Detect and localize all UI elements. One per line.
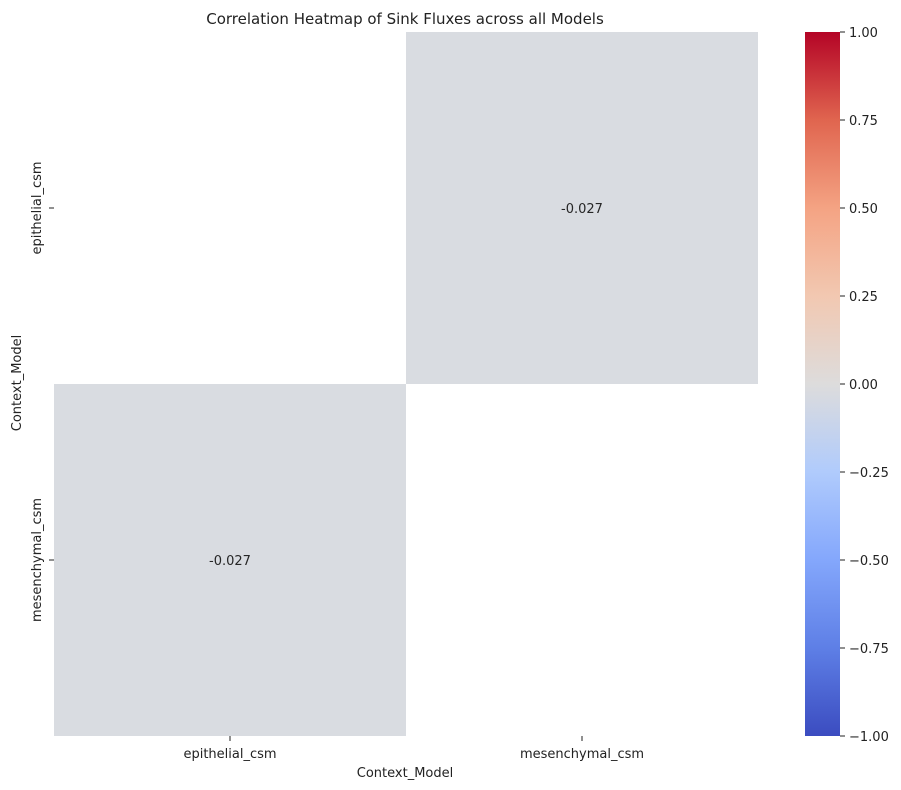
heatmap-cell <box>54 384 406 736</box>
colorbar-ticks: 1.00 0.75 0.50 0.25 0.00 −0.25 −0.50 −0.75 −1.00 <box>840 26 889 745</box>
x-axis-ticks: epithelial_csm mesenchymal_csm <box>183 736 644 762</box>
colorbar-tick-label: −0.50 <box>849 554 889 569</box>
colorbar-tick-label: −0.75 <box>849 642 889 657</box>
colorbar-tick-label: 0.25 <box>849 290 878 305</box>
x-tick-label: mesenchymal_csm <box>520 747 644 762</box>
colorbar-tick-label: −0.25 <box>849 466 889 481</box>
x-axis-label: Context_Model <box>357 766 453 781</box>
cell-value-label: -0.027 <box>561 202 603 217</box>
colorbar-tick-label: 0.50 <box>849 202 878 217</box>
heatmap-cells <box>54 32 758 736</box>
colorbar-tick-label: 0.75 <box>849 114 878 129</box>
y-axis-label: Context_Model <box>10 335 25 431</box>
colorbar <box>805 32 840 736</box>
y-tick-label: epithelial_csm <box>30 161 45 254</box>
chart-title: Correlation Heatmap of Sink Fluxes acros… <box>206 10 604 28</box>
heatmap-cell-labels: -0.027 -0.027 <box>209 202 603 569</box>
x-tick-label: epithelial_csm <box>183 747 276 762</box>
y-axis-ticks: epithelial_csm mesenchymal_csm <box>30 161 54 622</box>
colorbar-tick-label: 1.00 <box>849 26 878 41</box>
colorbar-tick-label: −1.00 <box>849 730 889 745</box>
colorbar-tick-label: 0.00 <box>849 378 878 393</box>
y-tick-label: mesenchymal_csm <box>30 498 45 622</box>
heatmap-cell <box>406 32 758 384</box>
cell-value-label: -0.027 <box>209 554 251 569</box>
